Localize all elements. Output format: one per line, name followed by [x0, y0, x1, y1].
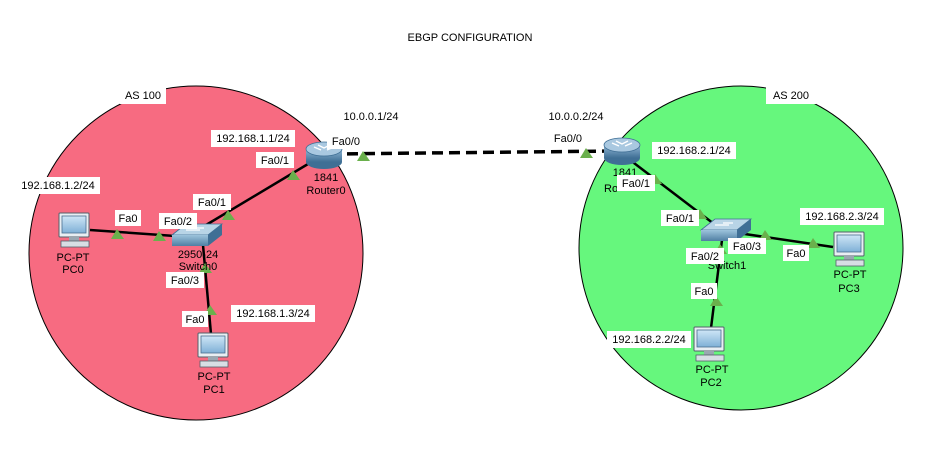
port-labels: Fa0/0 Fa0/0 Fa0/1 Fa0/1 Fa0/1 Fa0/2 Fa0/… — [115, 130, 809, 327]
pc0-model: PC-PT — [57, 252, 90, 264]
ip-label-router0-fa01: 192.168.1.1/24 — [216, 133, 289, 145]
port-label-r1-fa00: Fa0/0 — [554, 133, 582, 145]
ip-label-box — [607, 331, 691, 348]
link-router0-router1[interactable] — [329, 149, 618, 156]
ip-label-pc2: 192.168.2.2/24 — [612, 334, 685, 346]
as100-area — [28, 85, 364, 421]
router-icon — [603, 137, 641, 165]
pc1-name: PC1 — [203, 384, 224, 396]
switch0-model: 2950-24 — [178, 249, 218, 261]
router1[interactable]: 1841 Ro — [603, 137, 641, 195]
ip-label-box — [541, 108, 611, 125]
port-label-box — [193, 194, 231, 210]
link-switch0-pc1[interactable] — [201, 244, 213, 335]
port-label-pc1-fa0: Fa0 — [186, 314, 205, 326]
port-label-box — [166, 272, 204, 288]
port-indicator — [710, 296, 723, 306]
ip-label-router1-fa00: 10.0.0.2/24 — [548, 111, 603, 123]
ip-label-pc0: 192.168.1.2/24 — [21, 180, 94, 192]
link-router0-switch0[interactable] — [195, 156, 319, 233]
port-label-r0-fa01: Fa0/1 — [261, 155, 289, 167]
ip-label-router1-fa01: 192.168.2.1/24 — [657, 145, 730, 157]
pc0-name: PC0 — [62, 264, 83, 276]
switch-icon — [170, 223, 224, 246]
port-label-box — [691, 283, 717, 299]
port-label-sw0-fa03: Fa0/3 — [171, 275, 199, 287]
pc-icon — [58, 212, 90, 248]
ip-label-box — [800, 208, 884, 225]
pc2[interactable]: PC-PT PC2 — [693, 326, 729, 389]
ip-labels: 10.0.0.1/24 10.0.0.2/24 192.168.1.1/24 1… — [16, 108, 884, 348]
pc1[interactable]: PC-PT PC1 — [197, 332, 231, 396]
port-label-sw1-fa03: Fa0/3 — [733, 241, 761, 253]
port-indicator — [807, 238, 820, 248]
port-label-sw0-fa01: Fa0/1 — [198, 197, 226, 209]
pc3-name: PC3 — [838, 283, 859, 295]
ip-label-box — [652, 142, 736, 159]
port-indicator — [199, 263, 212, 273]
as200-label: AS 200 — [773, 90, 809, 102]
port-indicator — [580, 148, 593, 158]
port-label-box — [783, 245, 809, 261]
ip-label-router0-fa00: 10.0.0.1/24 — [343, 111, 398, 123]
pc-icon — [833, 231, 865, 267]
port-indicator — [111, 229, 124, 239]
port-label-box — [256, 152, 294, 168]
port-label-r0-fa00: Fa0/0 — [332, 136, 360, 148]
pc3-model: PC-PT — [834, 269, 867, 281]
as200-label-box — [766, 87, 816, 104]
port-label-box — [549, 130, 587, 146]
switch0[interactable]: 2950-24 Switch0 — [170, 223, 224, 273]
pc2-model: PC-PT — [696, 364, 729, 376]
pc-icon — [693, 326, 725, 362]
ip-label-box — [16, 177, 100, 194]
switch0-name: Switch0 — [179, 261, 218, 273]
port-label-box — [159, 213, 197, 229]
pc2-name: PC2 — [700, 377, 721, 389]
pc0[interactable]: PC-PT PC0 — [57, 212, 90, 276]
router0-model: 1841 — [314, 172, 338, 184]
port-label-r1-fa01: Fa0/1 — [622, 178, 650, 190]
port-label-box — [661, 210, 699, 226]
router0-name: Router0 — [306, 185, 345, 197]
ip-label-pc3: 192.168.2.3/24 — [805, 211, 878, 223]
port-indicator — [153, 231, 166, 241]
port-label-pc0-fa0: Fa0 — [119, 213, 138, 225]
as100-label-box — [120, 87, 166, 104]
pc-icon — [197, 332, 229, 368]
pc1-model: PC-PT — [198, 371, 231, 383]
port-label-sw1-fa01: Fa0/1 — [666, 213, 694, 225]
port-label-sw0-fa02: Fa0/2 — [164, 216, 192, 228]
port-indicator — [357, 151, 370, 161]
port-indicator — [287, 170, 300, 180]
ip-label-pc1: 192.168.1.3/24 — [236, 308, 309, 320]
port-label-pc3-fa0: Fa0 — [787, 248, 806, 260]
diagram-title: EBGP CONFIGURATION — [408, 32, 533, 44]
as100-label: AS 100 — [125, 90, 161, 102]
port-indicator — [759, 230, 772, 240]
port-label-box — [617, 175, 655, 191]
port-label-box — [728, 238, 766, 254]
port-label-box — [686, 248, 724, 264]
ip-label-box — [231, 305, 315, 322]
pc3[interactable]: PC-PT PC3 — [833, 231, 867, 295]
port-label-box — [182, 311, 208, 327]
router1-name: Ro — [604, 183, 618, 195]
port-label-box — [115, 210, 141, 226]
port-label-sw1-fa02: Fa0/2 — [691, 251, 719, 263]
port-indicator — [222, 210, 235, 220]
ip-label-box — [336, 108, 406, 125]
port-label-pc2-fa0: Fa0 — [695, 286, 714, 298]
port-label-box — [327, 133, 365, 149]
ip-label-box — [211, 130, 295, 147]
